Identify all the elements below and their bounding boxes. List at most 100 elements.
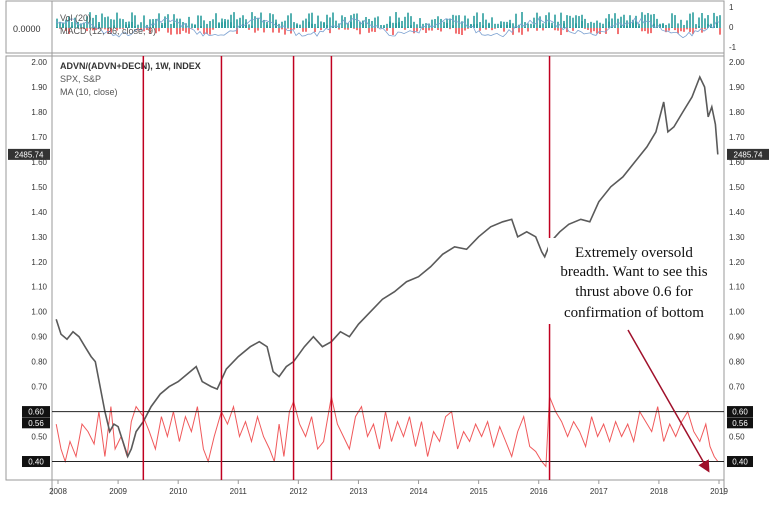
macd-bar <box>296 24 298 28</box>
volume-bar <box>140 22 142 28</box>
volume-bar <box>209 21 211 28</box>
volume-bar <box>206 23 208 28</box>
badge-left-lower: 0.40 <box>28 458 44 467</box>
volume-bar <box>374 17 376 28</box>
macd-bar <box>485 28 487 30</box>
macd-bar <box>473 24 475 28</box>
volume-bar <box>665 24 667 28</box>
volume-bar <box>101 13 103 28</box>
macd-bar <box>437 28 439 30</box>
macd-bar <box>410 25 412 28</box>
price-badge-left: 2485.74 <box>8 148 50 160</box>
macd-label: MACD (12, 26, close, 9) <box>60 26 156 36</box>
macd-bar <box>551 25 553 28</box>
volume-bar <box>419 18 421 28</box>
volume-bar <box>437 16 439 28</box>
macd-bar <box>566 28 568 33</box>
macd-bar <box>224 21 226 28</box>
volume-bar <box>647 13 649 28</box>
macd-bar <box>230 22 232 28</box>
macd-bar <box>701 28 703 33</box>
macd-bar <box>212 28 214 30</box>
volume-bar <box>614 13 616 28</box>
volume-bar <box>308 13 310 28</box>
macd-bar <box>503 28 505 32</box>
macd-bar <box>593 28 595 32</box>
volume-bar <box>236 19 238 28</box>
volume-bar <box>542 23 544 28</box>
volume-bar <box>68 16 70 28</box>
volume-bar <box>539 16 541 28</box>
macd-bar <box>254 28 256 33</box>
volume-bar <box>197 15 199 28</box>
volume-bar <box>416 24 418 28</box>
volume-bar <box>638 23 640 28</box>
volume-bar <box>74 17 76 28</box>
indicator-tick-bottom: -1 <box>729 43 737 52</box>
volume-bar <box>182 22 184 28</box>
volume-bar <box>284 20 286 28</box>
volume-bar <box>629 15 631 28</box>
macd-bar <box>662 23 664 28</box>
y-tick-right: 1.30 <box>729 233 745 242</box>
macd-bar <box>218 22 220 28</box>
y-tick-right: 1.10 <box>729 283 745 292</box>
macd-bar <box>203 28 205 34</box>
macd-bar <box>488 23 490 28</box>
macd-histogram <box>56 21 721 35</box>
y-tick-right: 1.20 <box>729 258 745 267</box>
macd-bar <box>110 28 112 34</box>
volume-bar <box>719 15 721 28</box>
y-tick-right: 1.00 <box>729 308 745 317</box>
legend-breadth: ADVN/(ADVN+DECN), 1W, INDEX <box>60 61 201 71</box>
volume-bar <box>257 18 259 28</box>
macd-bar <box>467 28 469 29</box>
x-tick-label: 2015 <box>470 487 488 496</box>
macd-bar <box>611 26 613 28</box>
volume-bar <box>443 21 445 28</box>
macd-bar <box>707 23 709 28</box>
macd-bar <box>635 21 637 28</box>
volume-bar <box>569 15 571 28</box>
volume-bar <box>605 18 607 28</box>
macd-bar <box>638 26 640 28</box>
macd-bar <box>581 21 583 28</box>
macd-bar <box>461 28 463 35</box>
macd-bar <box>116 28 118 31</box>
annotation-arrow <box>627 329 710 473</box>
macd-bar <box>344 28 346 30</box>
annotation-line-3: thrust above 0.6 for <box>575 284 692 300</box>
macd-bar <box>59 28 61 29</box>
volume-bar <box>683 24 685 28</box>
price-badge-right-text: 2485.74 <box>734 150 763 159</box>
macd-bar <box>347 28 349 30</box>
macd-bar <box>455 28 457 34</box>
volume-bar <box>707 15 709 28</box>
y-tick-left: 1.80 <box>31 108 47 117</box>
macd-bar <box>413 28 415 34</box>
macd-bar <box>632 22 634 28</box>
badge-left-upper: 0.60 <box>28 408 44 417</box>
volume-bar <box>287 15 289 28</box>
macd-bar <box>308 21 310 28</box>
volume-bar <box>134 15 136 28</box>
macd-bar <box>62 22 64 28</box>
y-tick-right: 1.60 <box>729 158 745 167</box>
macd-bar <box>659 24 661 28</box>
macd-bar <box>185 28 187 33</box>
macd-bar <box>542 28 544 31</box>
macd-bar <box>233 26 235 28</box>
y-tick-left: 1.50 <box>31 183 47 192</box>
macd-bar <box>80 28 82 29</box>
macd-bar <box>293 28 295 30</box>
volume-bar <box>527 23 529 28</box>
macd-bar <box>443 26 445 28</box>
macd-bar <box>650 28 652 34</box>
macd-bar <box>698 26 700 28</box>
macd-bar <box>572 28 574 31</box>
macd-bar <box>248 28 250 30</box>
macd-bar <box>464 28 466 31</box>
y-tick-right: 0.90 <box>729 333 745 342</box>
macd-bar <box>305 28 307 32</box>
volume-bar <box>650 14 652 28</box>
